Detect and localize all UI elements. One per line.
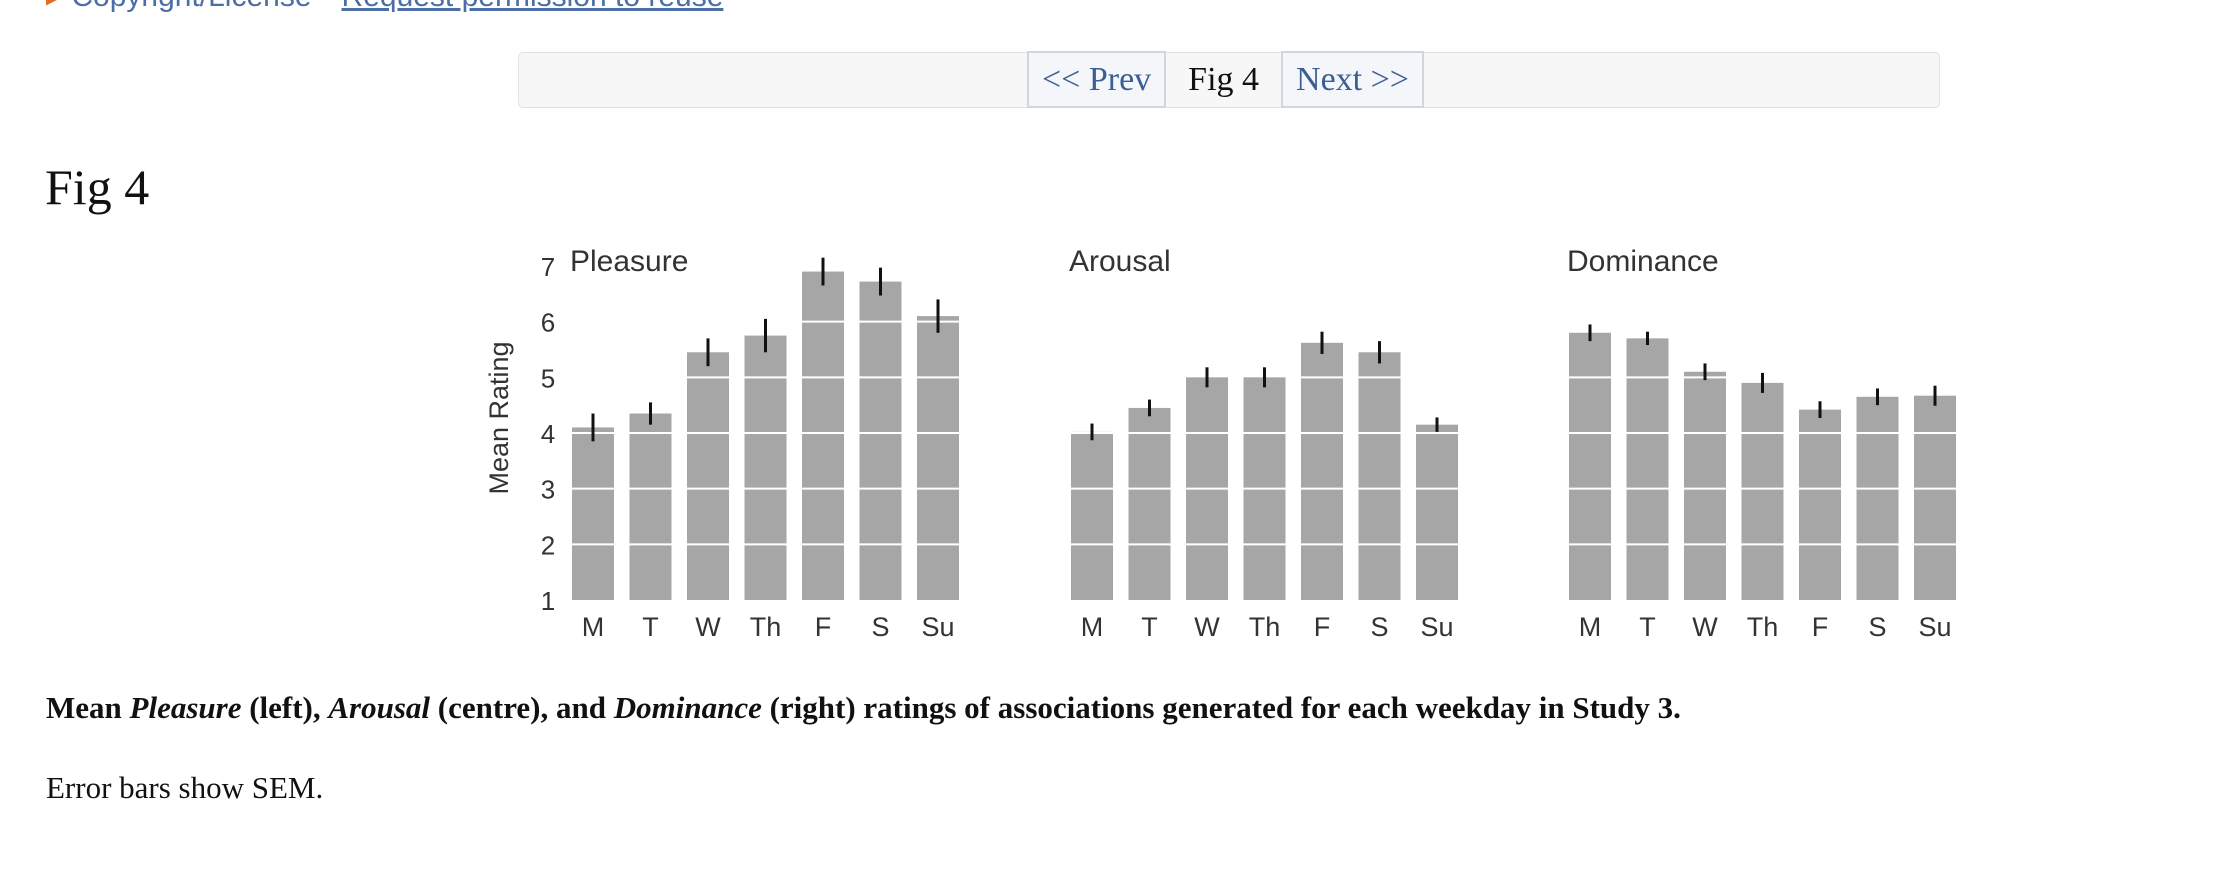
bar <box>629 413 672 600</box>
bar <box>1856 396 1899 600</box>
caption-pleasure: Pleasure <box>129 690 242 725</box>
caption-arousal: Arousal <box>328 690 431 725</box>
bar <box>859 281 902 600</box>
x-tick-label: Th <box>750 612 782 642</box>
bar <box>1684 371 1726 600</box>
prev-figure-button[interactable]: << Prev <box>1027 51 1167 108</box>
figure-caption: Mean Pleasure (left), Arousal (centre), … <box>46 690 1681 726</box>
y-tick-label: 5 <box>541 363 555 393</box>
x-tick-label: S <box>871 612 889 642</box>
panel-title: Arousal <box>1069 245 1171 278</box>
bar <box>744 335 787 600</box>
bar <box>687 352 729 600</box>
bar <box>572 427 614 600</box>
bar <box>1128 407 1171 600</box>
triangle-icon: ▶ <box>46 0 61 8</box>
x-tick-label: Su <box>1918 612 1951 642</box>
x-tick-label: F <box>1314 612 1331 642</box>
request-permission-link[interactable]: Request permission to reuse <box>342 0 724 13</box>
y-tick-label: 3 <box>541 475 555 505</box>
bar <box>1914 395 1956 600</box>
x-tick-label: M <box>582 612 605 642</box>
top-links: ▶ Copyright/License Request permission to … <box>46 0 723 14</box>
bar <box>1626 338 1669 600</box>
x-tick-label: F <box>815 612 832 642</box>
x-tick-label: W <box>1692 612 1718 642</box>
copyright-license-link[interactable]: Copyright/License <box>71 0 311 13</box>
x-tick-label: T <box>1639 612 1656 642</box>
panel-title: Pleasure <box>570 245 688 278</box>
x-tick-label: Th <box>1747 612 1779 642</box>
bar <box>1416 424 1458 600</box>
y-tick-label: 6 <box>541 308 555 338</box>
bar <box>1358 352 1401 600</box>
x-tick-label: Su <box>1420 612 1453 642</box>
x-tick-label: S <box>1370 612 1388 642</box>
bar <box>1301 342 1343 600</box>
x-tick-label: W <box>1194 612 1220 642</box>
y-tick-label: 1 <box>541 586 555 616</box>
x-tick-label: F <box>1812 612 1829 642</box>
caption-part: (right) ratings of associations generate… <box>761 690 1681 725</box>
current-figure-label: Fig 4 <box>1188 60 1260 98</box>
bar <box>1071 431 1113 600</box>
caption-part: Mean <box>46 690 130 725</box>
next-figure-button[interactable]: Next >> <box>1281 51 1424 108</box>
bar <box>1799 409 1841 600</box>
x-tick-label: Su <box>921 612 954 642</box>
caption-note: Error bars show SEM. <box>46 770 324 805</box>
bar <box>1741 382 1784 600</box>
y-axis-label: Mean Rating <box>484 341 514 494</box>
caption-dominance: Dominance <box>613 690 762 725</box>
figure-title: Fig 4 <box>45 159 150 215</box>
caption-part: (left), <box>241 690 329 725</box>
y-tick-label: 4 <box>541 419 555 449</box>
x-tick-label: S <box>1868 612 1886 642</box>
y-tick-label: 2 <box>541 530 555 560</box>
x-tick-label: W <box>695 612 721 642</box>
x-tick-label: M <box>1579 612 1602 642</box>
caption-part: (centre), and <box>430 690 614 725</box>
y-tick-label: 7 <box>541 252 555 282</box>
bar <box>1569 332 1611 600</box>
x-tick-label: M <box>1081 612 1104 642</box>
x-tick-label: Th <box>1249 612 1281 642</box>
figure-charts: Pleasure 1 2 3 4 5 6 7 Mean Rating M T W Th F S Su Arous… <box>484 245 1956 642</box>
x-tick-label: T <box>642 612 659 642</box>
x-tick-label: T <box>1141 612 1158 642</box>
bar <box>917 316 959 600</box>
panel-title: Dominance <box>1567 245 1719 278</box>
figure-pager: << Prev Fig 4 Next >> <box>1027 51 1424 108</box>
pager-bar <box>518 52 1940 108</box>
